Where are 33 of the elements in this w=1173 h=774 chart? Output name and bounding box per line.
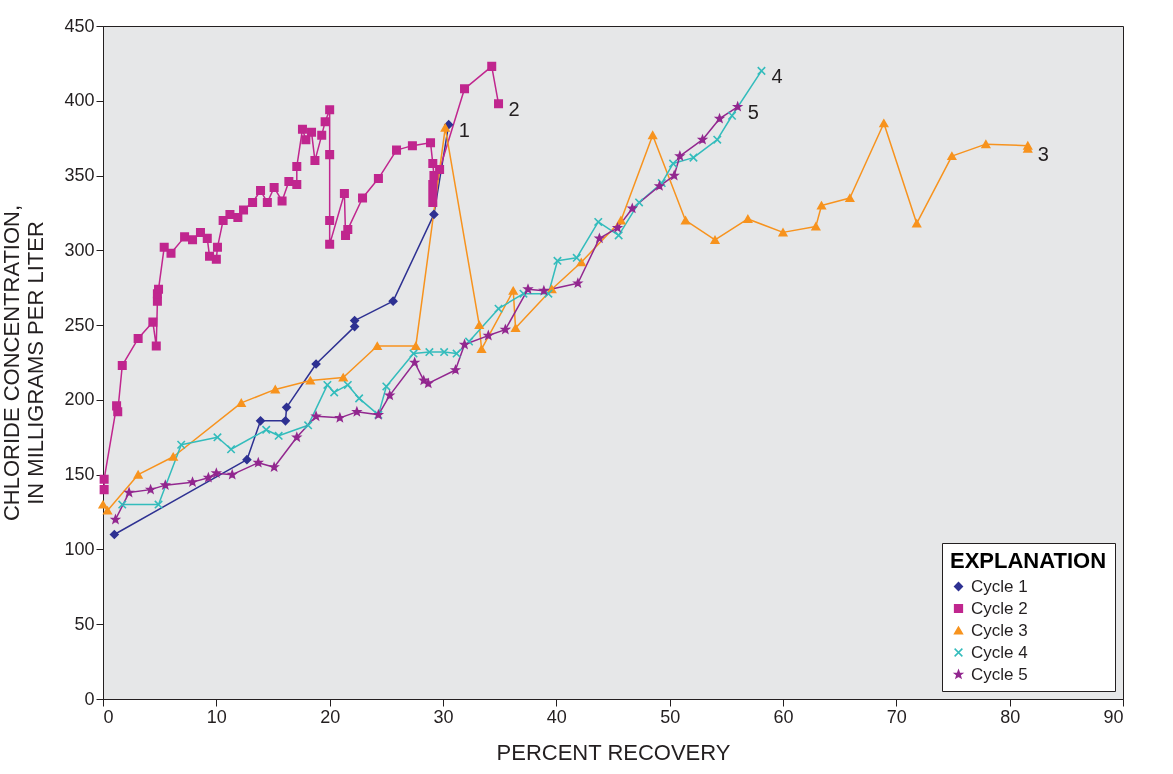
annotation: 5 <box>747 100 759 123</box>
x-axis-title: PERCENT RECOVERY <box>496 739 731 765</box>
y-axis-title: CHLORIDE CONCENTRATION, IN MILLIGRAMS PER LITER <box>0 204 49 522</box>
x-tick-label: 60 <box>773 706 794 727</box>
y-tick-label: 400 <box>64 90 95 111</box>
y-tick-label: 300 <box>64 239 95 260</box>
legend-label: Cycle 4 <box>971 642 1028 662</box>
annotation: 3 <box>1037 142 1049 165</box>
x-tick-label: 80 <box>1000 706 1021 727</box>
x-tick-label: 90 <box>1103 706 1124 727</box>
y-tick-label: 450 <box>64 15 95 36</box>
legend-label: Cycle 1 <box>971 576 1028 596</box>
legend-label: Cycle 5 <box>971 664 1028 684</box>
x-tick-label: 0 <box>103 706 114 727</box>
y-tick-label: 250 <box>64 314 95 335</box>
x-tick-label: 50 <box>660 706 681 727</box>
y-tick-label: 100 <box>64 538 95 559</box>
x-tick-label: 30 <box>433 706 454 727</box>
y-tick-label: 0 <box>84 688 95 709</box>
x-tick-label: 70 <box>886 706 907 727</box>
annotation: 2 <box>508 97 520 120</box>
legend-label: Cycle 3 <box>971 620 1028 640</box>
y-tick-label: 50 <box>74 613 95 634</box>
y-tick-label: 350 <box>64 165 95 186</box>
annotation: 4 <box>771 64 783 87</box>
x-tick-label: 10 <box>206 706 227 727</box>
x-tick-label: 40 <box>546 706 567 727</box>
y-tick-label: 200 <box>64 389 95 410</box>
y-tick-label: 150 <box>64 464 95 485</box>
legend-label: Cycle 2 <box>971 598 1028 618</box>
annotation: 1 <box>458 118 470 141</box>
x-tick-label: 20 <box>320 706 341 727</box>
legend-title: EXPLANATION <box>950 548 1107 573</box>
